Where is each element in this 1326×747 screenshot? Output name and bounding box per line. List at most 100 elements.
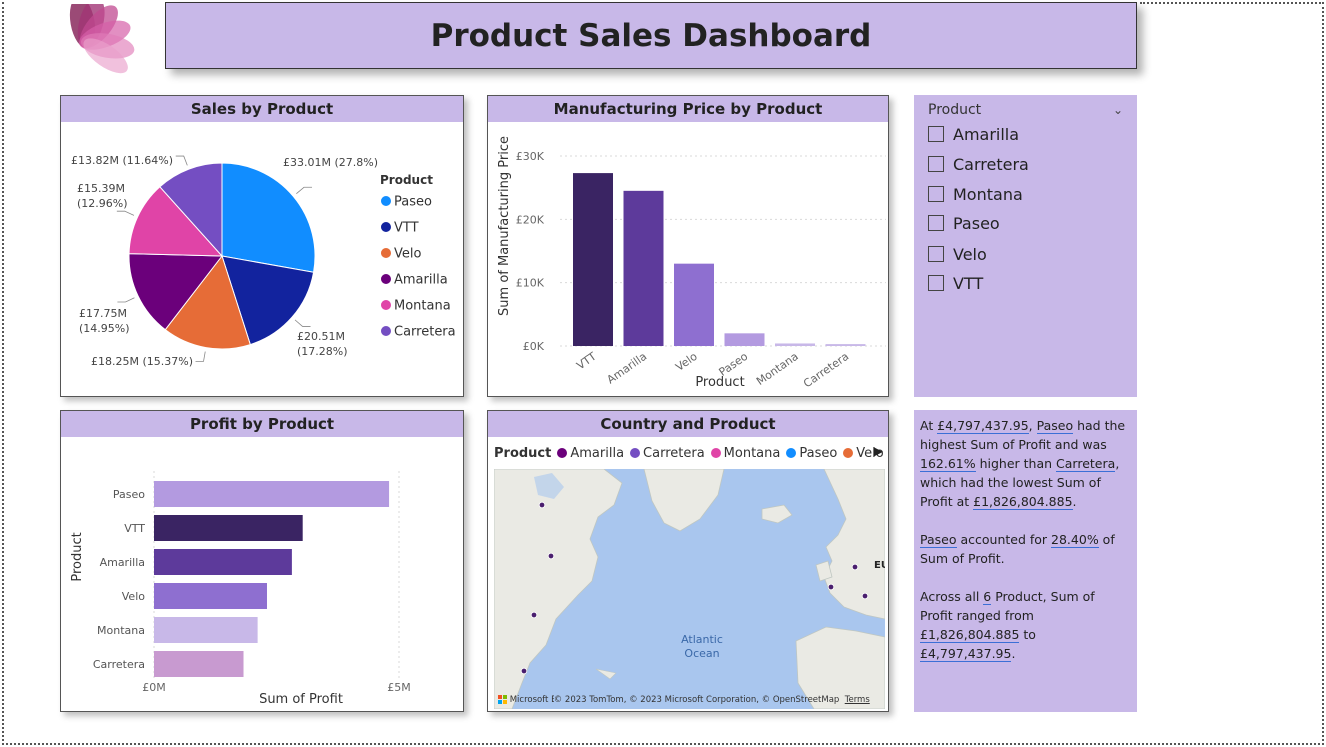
map-legend-item-velo[interactable]: Velo: [843, 446, 884, 461]
map-legend-item-amarilla[interactable]: Amarilla: [557, 446, 624, 461]
map-point[interactable]: [520, 667, 528, 675]
legend-label-carretera[interactable]: Carretera: [394, 325, 456, 340]
map-view[interactable]: Atlantic Ocean EU Microsoft Bing© 2023 T…: [494, 469, 885, 709]
legend-dot-velo: [381, 248, 391, 258]
slicer-item-paseo[interactable]: Paseo: [928, 212, 1000, 234]
mfg-bar-paseo[interactable]: [724, 333, 765, 346]
map-legend-label: Montana: [723, 445, 781, 461]
manufacturing-price-title: Manufacturing Price by Product: [488, 96, 888, 122]
pie-slice-paseo[interactable]: [221, 162, 316, 273]
map-point[interactable]: [547, 552, 555, 560]
mfg-x-axis-label: Product: [695, 375, 744, 390]
slicer-item-amarilla[interactable]: Amarilla: [928, 123, 1019, 145]
checkbox[interactable]: [928, 246, 944, 262]
sales-pie-chart[interactable]: £33.01M (27.8%) £20.51M (17.28%) £18.25M (1…: [61, 122, 463, 396]
pie-slice-amarilla[interactable]: [128, 253, 223, 331]
map-point[interactable]: [851, 563, 859, 571]
mfg-y-tick: £30K: [516, 150, 545, 163]
legend-label-vtt[interactable]: VTT: [394, 221, 419, 236]
slicer-title: Product: [928, 102, 982, 118]
pie-slice-carretera[interactable]: [159, 162, 223, 258]
pie-data-label: £15.39M: [77, 182, 125, 195]
legend-label-paseo[interactable]: Paseo: [394, 195, 432, 210]
map-legend-item-paseo[interactable]: Paseo: [786, 446, 837, 461]
map-base[interactable]: Atlantic Ocean EU: [494, 469, 885, 709]
checkbox[interactable]: [928, 126, 944, 142]
map-legend-title: Product: [494, 445, 552, 461]
canvas-border-top: [1140, 2, 1324, 4]
narrative-value: £1,826,804.885: [973, 494, 1073, 510]
profit-bar-paseo[interactable]: [154, 481, 390, 507]
sales-by-product-panel[interactable]: Sales by Product £33.01M (27.8%) £20.51M (…: [60, 95, 464, 397]
mfg-x-tick: Velo: [673, 350, 700, 374]
company-logo: [69, 4, 135, 74]
map-legend-item-carretera[interactable]: Carretera: [630, 446, 705, 461]
manufacturing-price-chart[interactable]: £0K£10K£20K£30K VTT Amarilla Velo Paseo Mont…: [488, 122, 888, 396]
pie-data-label-pct: (12.96%): [77, 197, 128, 210]
narrative-value: £4,797,437.95: [937, 418, 1029, 434]
checkbox[interactable]: [928, 186, 944, 202]
mfg-bar-amarilla[interactable]: [623, 190, 664, 346]
legend-dot-paseo: [381, 196, 391, 206]
microsoft-logo-icon: [498, 695, 507, 704]
map-terms-link[interactable]: Terms: [844, 695, 870, 705]
checkbox[interactable]: [928, 275, 944, 291]
narrative-value: £1,826,804.885: [920, 627, 1020, 643]
pie-slice-velo[interactable]: [164, 254, 251, 350]
profit-category-label: Velo: [122, 590, 145, 603]
mfg-bar-montana[interactable]: [775, 343, 815, 346]
country-product-map-panel[interactable]: Country and Product Product Amarilla Carr…: [487, 410, 889, 712]
map-point[interactable]: [827, 583, 835, 591]
pie-slice-vtt[interactable]: [221, 255, 315, 346]
pie-data-label: £17.75M: [79, 307, 127, 320]
profit-bar-velo[interactable]: [154, 583, 267, 609]
mfg-y-tick: £20K: [516, 213, 545, 226]
pie-slice-montana[interactable]: [128, 186, 224, 257]
map-attribution: Microsoft Bing© 2023 TomTom, © 2023 Micr…: [498, 695, 870, 705]
map-legend-label: Carretera: [643, 445, 705, 461]
slicer-item-velo[interactable]: Velo: [928, 243, 987, 265]
profit-x-tick: £0M: [142, 681, 166, 694]
mfg-bar-carretera[interactable]: [825, 344, 866, 346]
map-point[interactable]: [861, 592, 869, 600]
profit-bar-vtt[interactable]: [154, 515, 303, 541]
pie-leader-line: [294, 319, 311, 327]
legend-dot-icon: [710, 448, 721, 458]
profit-by-product-panel[interactable]: Profit by Product Paseo VTT Amarilla Velo Mo…: [60, 410, 464, 712]
mfg-bar-vtt[interactable]: [573, 173, 613, 346]
map-point[interactable]: [538, 501, 546, 509]
pie-leader-line: [116, 210, 135, 216]
profit-category-label: VTT: [124, 522, 145, 535]
legend-label-velo[interactable]: Velo: [394, 247, 421, 262]
profit-bar-chart[interactable]: Paseo VTT Amarilla Velo Montana Carretera £0M…: [61, 437, 463, 711]
profit-bar-amarilla[interactable]: [154, 549, 292, 575]
map-legend-label: Paseo: [799, 445, 838, 461]
checkbox[interactable]: [928, 215, 944, 231]
slicer-item-label: Paseo: [953, 213, 1000, 233]
pie-data-label: £20.51M: [297, 330, 345, 343]
checkbox[interactable]: [928, 156, 944, 172]
map-title: Country and Product: [488, 411, 888, 437]
manufacturing-price-panel[interactable]: Manufacturing Price by Product £0K £10K £2…: [487, 95, 889, 397]
legend-dot-carretera: [381, 326, 391, 336]
mfg-y-tick: £10K: [516, 277, 545, 290]
page-title: Product Sales Dashboard: [430, 17, 872, 54]
legend-label-montana[interactable]: Montana: [394, 299, 451, 314]
narrative-value: Carretera: [1056, 456, 1116, 472]
slicer-item-vtt[interactable]: VTT: [928, 272, 983, 294]
map-point[interactable]: [530, 611, 538, 619]
legend-label-amarilla[interactable]: Amarilla: [394, 273, 448, 288]
map-legend-item-montana[interactable]: Montana: [710, 445, 781, 461]
narrative-paragraph-3: Across all 6 Product, Sum of Profit rang…: [920, 589, 1095, 662]
profit-bar-carretera[interactable]: [154, 651, 244, 677]
legend-next-arrow-icon[interactable]: ▶: [873, 444, 883, 458]
map-credit-text: © 2023 TomTom, © 2023 Microsoft Corporat…: [553, 695, 840, 705]
slicer-item-montana[interactable]: Montana: [928, 183, 1023, 205]
mfg-bar-velo[interactable]: [674, 263, 714, 346]
chevron-down-icon[interactable]: ⌄: [1112, 103, 1123, 117]
legend-dot-icon: [557, 448, 568, 458]
profit-bar-montana[interactable]: [154, 617, 258, 643]
product-slicer[interactable]: Product ⌄ Amarilla Carretera Montana Pas…: [914, 95, 1137, 397]
narrative-value: £4,797,437.95: [920, 646, 1012, 662]
slicer-item-carretera[interactable]: Carretera: [928, 153, 1029, 175]
